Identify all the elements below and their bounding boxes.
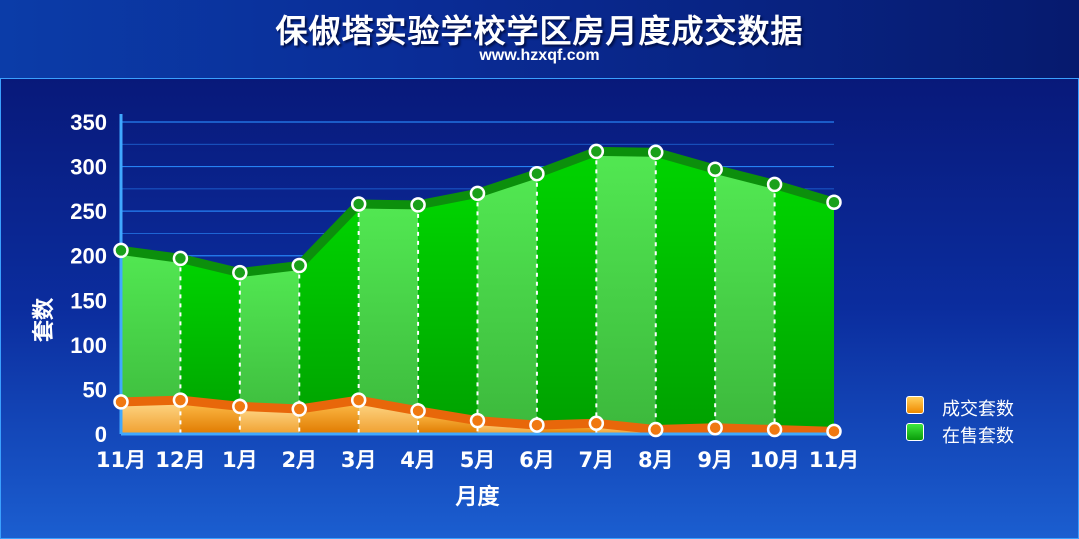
chart-title: 保俶塔实验学校学区房月度成交数据 <box>275 12 804 50</box>
deals-point <box>648 421 664 438</box>
listings-point <box>232 264 248 281</box>
deals-area-segment <box>239 406 300 434</box>
listings-point <box>588 143 605 160</box>
legend-swatch-deals <box>906 396 924 414</box>
listings-area-segment <box>358 204 419 434</box>
listings-area-segment <box>774 184 834 434</box>
x-tick-label: 4月 <box>400 448 436 472</box>
listings-area-segment <box>715 169 775 434</box>
x-tick-label: 3月 <box>341 448 377 472</box>
listings-point <box>113 242 129 259</box>
x-tick-label: 11月 <box>96 448 146 472</box>
deals-area-segment <box>121 400 181 434</box>
listings-point <box>410 197 426 213</box>
listings-point <box>529 165 545 182</box>
deals-point <box>766 421 783 438</box>
legend-swatch-listings <box>906 423 924 441</box>
y-tick-label: 200 <box>70 244 107 269</box>
listings-point <box>648 144 664 161</box>
deals-point <box>291 401 307 417</box>
listings-point <box>350 196 367 212</box>
listings-point <box>291 257 307 274</box>
deals-point <box>113 394 129 410</box>
listings-point <box>826 194 842 210</box>
y-tick-label: 300 <box>70 155 107 180</box>
listings-area-segment <box>596 151 656 434</box>
listings-area-segment <box>180 258 240 434</box>
plot-panel: 0 50 100 150 200 250 300 350 11月 12月 1月 2月 3月 4月 5月 6月 7… <box>0 78 1079 539</box>
deals-point <box>469 412 486 429</box>
deals-point <box>826 423 842 440</box>
deals-point <box>529 417 545 433</box>
x-tick-label: 9月 <box>697 448 733 472</box>
chart-subtitle: www.hzxqf.com <box>479 47 600 64</box>
deals-point <box>588 415 605 432</box>
deals-point <box>410 403 426 419</box>
deals-point <box>172 392 189 408</box>
listings-area-segment <box>477 173 537 434</box>
x-tick-label: 1月 <box>222 448 258 472</box>
deals-point <box>707 420 723 436</box>
y-axis-title: 套数 <box>31 297 57 342</box>
x-tick-label: 11月 <box>809 448 859 472</box>
x-tick-label: 12月 <box>155 448 205 472</box>
x-tick-label: 10月 <box>749 448 799 472</box>
x-tick-label: 5月 <box>460 448 496 472</box>
y-tick-label: 0 <box>95 422 107 447</box>
y-tick-label: 100 <box>70 333 107 358</box>
listings-point <box>707 161 723 177</box>
y-tick-label: 350 <box>70 110 107 135</box>
legend-label-listings: 在售套数 <box>942 426 1014 447</box>
listings-area-segment <box>655 152 716 434</box>
listings-area-segment <box>536 151 597 434</box>
x-tick-label: 7月 <box>579 448 615 472</box>
deals-point <box>350 392 367 408</box>
listings-area-segment <box>299 204 359 434</box>
listings-area-segment <box>418 193 478 434</box>
area-chart: 0 50 100 150 200 250 300 350 11月 12月 1月 2月 3月 4月 5月 6月 7… <box>31 110 859 510</box>
y-tick-label: 250 <box>70 199 107 224</box>
listings-point <box>172 250 189 267</box>
y-tick-label: 150 <box>70 288 107 313</box>
x-axis-title: 月度 <box>454 484 500 510</box>
legend-label-deals: 成交套数 <box>942 399 1014 420</box>
listings-point <box>469 185 486 202</box>
x-tick-label: 2月 <box>281 448 317 472</box>
listings-area-segment <box>121 250 181 434</box>
deals-point <box>232 398 248 415</box>
chart-header: 保俶塔实验学校学区房月度成交数据 www.hzxqf.com <box>0 0 1079 78</box>
listings-point <box>766 176 783 193</box>
x-tick-label: 8月 <box>638 448 674 472</box>
y-tick-label: 50 <box>83 377 107 402</box>
x-tick-label: 6月 <box>519 448 555 472</box>
listings-area-segment <box>239 265 300 434</box>
